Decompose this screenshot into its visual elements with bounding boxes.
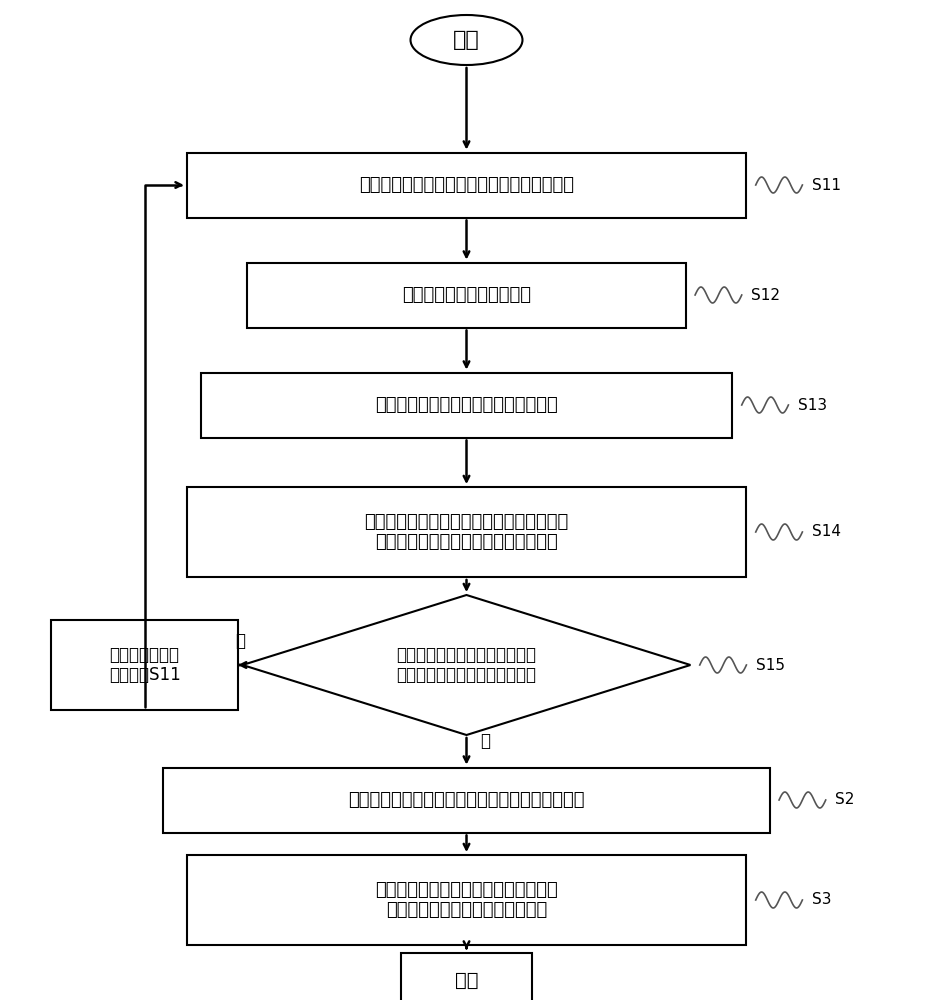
Text: 根据奇异值分解结果重构新的轨迹矩阵: 根据奇异值分解结果重构新的轨迹矩阵 [375,396,558,414]
Text: S12: S12 [751,288,780,302]
Text: S2: S2 [835,792,855,808]
Text: S11: S11 [812,178,841,192]
Text: 结束: 结束 [454,970,479,990]
Ellipse shape [411,15,522,65]
FancyBboxPatch shape [401,952,532,1000]
Text: S14: S14 [812,524,841,540]
Polygon shape [243,595,690,735]
Text: 将含噪声的滚动轴承振动信号转化为轨迹矩阵: 将含噪声的滚动轴承振动信号转化为轨迹矩阵 [359,176,574,194]
Text: 是: 是 [480,732,491,750]
Text: 将重构后的振动信号输入到故障诊断模型进行训练: 将重构后的振动信号输入到故障诊断模型进行训练 [348,791,585,809]
Text: 否: 否 [235,632,245,650]
FancyBboxPatch shape [247,262,686,328]
Text: 将一维时间序列
送入步骤S11: 将一维时间序列 送入步骤S11 [109,646,180,684]
Text: S15: S15 [756,658,785,672]
FancyBboxPatch shape [163,768,770,832]
Text: S3: S3 [812,892,831,908]
FancyBboxPatch shape [187,153,746,218]
Text: 开始: 开始 [453,30,480,50]
FancyBboxPatch shape [187,487,746,577]
FancyBboxPatch shape [201,372,732,438]
Text: 对重构获取的新的轨迹矩阵进行对角化平均
，将新的轨迹矩阵转化为一维时间序列: 对重构获取的新的轨迹矩阵进行对角化平均 ，将新的轨迹矩阵转化为一维时间序列 [365,513,568,551]
Text: S13: S13 [798,397,827,412]
Text: 判断新的轨迹矩阵的一维时间序
列的信噪比是否大于设定信噪比: 判断新的轨迹矩阵的一维时间序 列的信噪比是否大于设定信噪比 [397,646,536,684]
FancyBboxPatch shape [187,855,746,945]
Text: 将待诊断的原始信号送入训练好的故障
诊断模型，进行滚动轴承故障诊断: 将待诊断的原始信号送入训练好的故障 诊断模型，进行滚动轴承故障诊断 [375,881,558,919]
FancyBboxPatch shape [51,620,238,710]
Text: 对轨迹矩阵进行奇异值分解: 对轨迹矩阵进行奇异值分解 [402,286,531,304]
